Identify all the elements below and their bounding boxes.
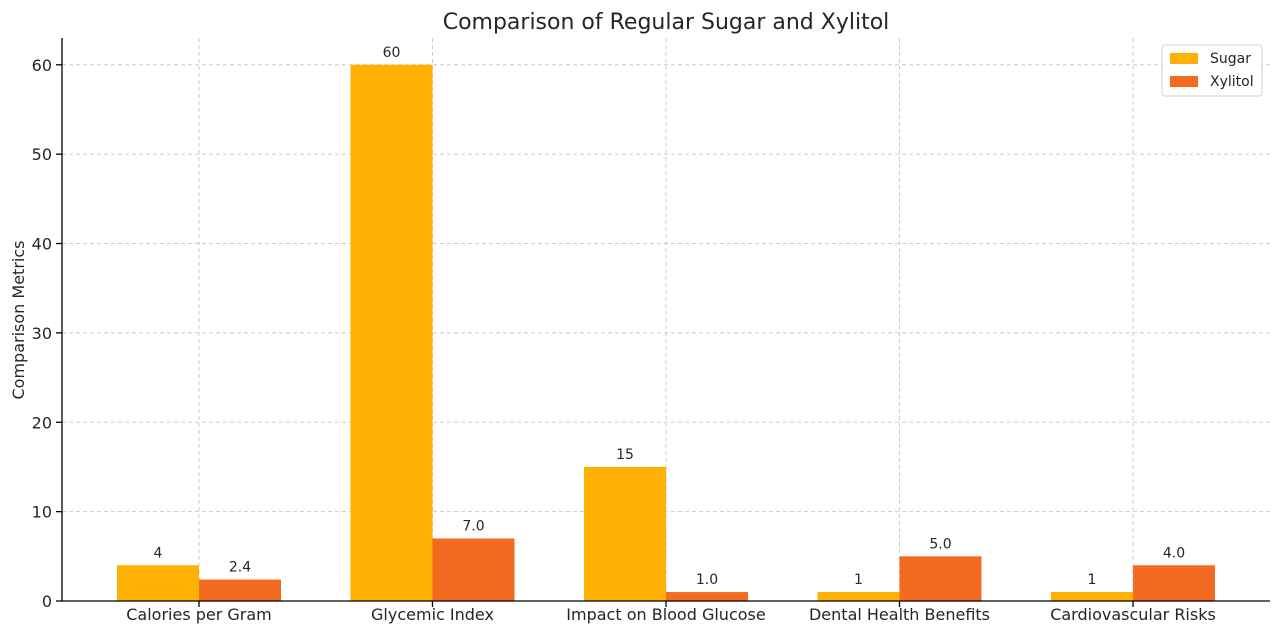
- axes-layer: [56, 38, 1270, 607]
- legend-swatch: [1170, 53, 1198, 64]
- sugar-bar: [1051, 592, 1133, 601]
- x-tick-label: Calories per Gram: [126, 605, 272, 624]
- xylitol-bar: [1133, 565, 1215, 601]
- xylitol-data-label: 4.0: [1163, 545, 1185, 561]
- sugar-data-label: 15: [616, 447, 634, 463]
- legend-label: Xylitol: [1210, 74, 1254, 90]
- y-tick-label: 10: [32, 503, 52, 522]
- legend-swatch: [1170, 76, 1198, 87]
- chart-title: Comparison of Regular Sugar and Xylitol: [443, 10, 890, 35]
- xylitol-bar: [199, 579, 281, 601]
- labels-layer: 0 10 20 30 40 50 60 Calories per Gram Glycemic I…: [32, 45, 1216, 624]
- x-tick-label: Glycemic Index: [371, 605, 494, 624]
- y-tick-label: 20: [32, 413, 52, 432]
- y-tick-label: 50: [32, 145, 52, 164]
- bars-layer: [117, 64, 1215, 602]
- xylitol-bar: [666, 592, 748, 601]
- legend: Sugar Xylitol: [1161, 44, 1263, 97]
- sugar-data-label: 4: [154, 545, 163, 561]
- xylitol-data-label: 7.0: [462, 518, 484, 534]
- xylitol-bar: [432, 538, 515, 601]
- xylitol-data-label: 2.4: [229, 560, 251, 576]
- sugar-data-label: 60: [383, 45, 401, 61]
- legend-label: Sugar: [1210, 51, 1251, 67]
- xylitol-data-label: 1.0: [696, 572, 718, 588]
- y-tick-label: 60: [32, 56, 52, 75]
- xylitol-data-label: 5.0: [929, 536, 951, 552]
- y-tick-label: 0: [42, 592, 52, 611]
- sugar-data-label: 1: [854, 572, 863, 588]
- y-axis-label: Comparison Metrics: [9, 241, 28, 400]
- sugar-bar: [350, 64, 433, 602]
- y-tick-label: 30: [32, 324, 52, 343]
- sugar-bar: [117, 565, 199, 601]
- x-tick-label: Cardiovascular Risks: [1050, 605, 1216, 624]
- x-tick-label: Impact on Blood Glucose: [566, 605, 765, 624]
- sugar-bar: [817, 592, 900, 601]
- xylitol-bar: [899, 556, 982, 601]
- y-tick-label: 40: [32, 235, 52, 254]
- x-tick-label: Dental Health Benefits: [809, 605, 990, 624]
- sugar-data-label: 1: [1088, 572, 1097, 588]
- sugar-bar: [584, 466, 666, 601]
